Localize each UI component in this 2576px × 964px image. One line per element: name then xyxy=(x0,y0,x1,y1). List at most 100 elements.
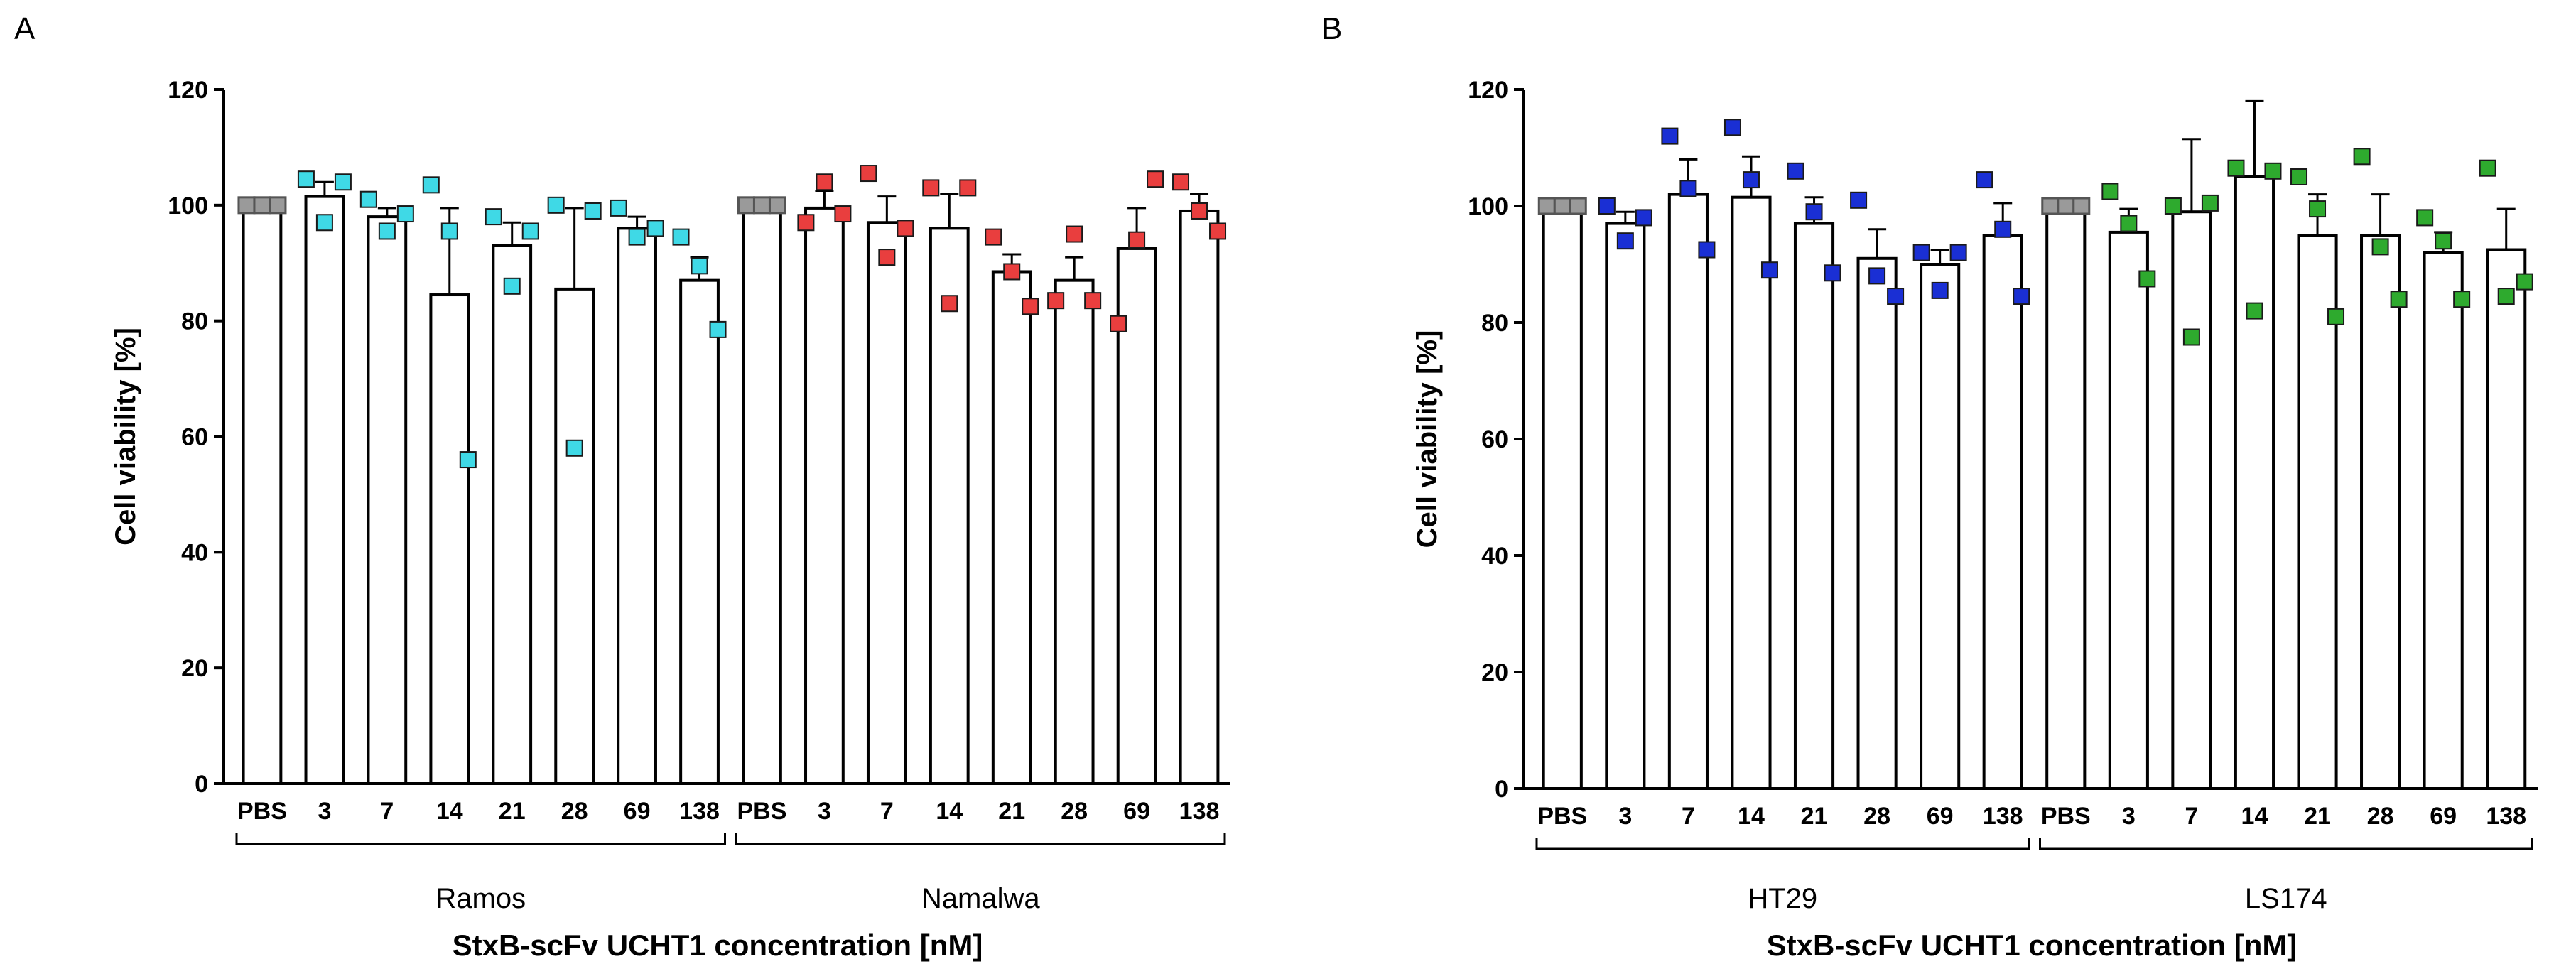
y-axis-label: Cell viability [%] xyxy=(1412,330,1443,548)
bar xyxy=(929,227,970,785)
bar xyxy=(617,227,657,785)
data-point xyxy=(1616,232,1634,250)
data-point xyxy=(1824,264,1841,282)
x-tick-label: 7 xyxy=(380,798,394,825)
data-point xyxy=(459,451,477,469)
bar xyxy=(1920,263,1961,790)
bar xyxy=(1179,209,1220,786)
x-axis-label: StxB-scFv UCHT1 concentration [nM] xyxy=(1767,928,2298,962)
data-point xyxy=(1047,292,1065,310)
data-point xyxy=(547,196,565,214)
x-tick-label: 69 xyxy=(1123,798,1150,825)
data-point xyxy=(334,173,352,191)
data-point xyxy=(2041,197,2060,215)
data-point xyxy=(1805,203,1823,221)
data-point xyxy=(2390,291,2408,308)
x-tick-label: 14 xyxy=(1738,803,1765,830)
data-point xyxy=(691,257,708,275)
data-point xyxy=(768,196,786,215)
data-point xyxy=(2101,183,2119,200)
bar xyxy=(1731,195,1772,790)
data-point xyxy=(2371,238,2389,256)
data-point xyxy=(709,320,727,338)
data-point xyxy=(1661,127,1679,145)
data-point xyxy=(521,222,539,240)
data-point xyxy=(2164,197,2182,215)
data-point xyxy=(359,190,377,208)
data-point xyxy=(2138,270,2156,288)
data-point xyxy=(610,199,627,217)
data-point xyxy=(1949,244,1967,261)
data-point xyxy=(1209,222,1227,240)
data-point xyxy=(1976,171,1993,189)
data-point xyxy=(315,214,333,232)
group-bracket xyxy=(735,833,1226,845)
bar xyxy=(304,195,345,785)
x-tick-label: 21 xyxy=(998,798,1025,825)
bar xyxy=(1116,247,1157,786)
data-point xyxy=(1066,225,1083,243)
y-tick-label: 120 xyxy=(168,77,208,104)
data-point xyxy=(297,170,315,188)
bar xyxy=(2423,251,2464,791)
bar xyxy=(2360,234,2401,790)
x-tick-label: 69 xyxy=(624,798,651,825)
x-tick-label: 3 xyxy=(318,798,331,825)
data-point xyxy=(396,205,414,223)
panel-letter: B xyxy=(1321,11,1342,46)
x-tick-label: 7 xyxy=(880,798,894,825)
data-point xyxy=(2290,168,2308,185)
bar xyxy=(492,244,533,785)
data-point xyxy=(1787,162,1804,180)
bar xyxy=(742,203,782,786)
bar xyxy=(2297,234,2338,790)
y-tick-label: 100 xyxy=(168,193,208,220)
x-tick-label: 21 xyxy=(2304,803,2331,830)
y-tick-label: 60 xyxy=(181,424,208,451)
data-point xyxy=(897,220,914,237)
x-tick-label: 14 xyxy=(2241,803,2268,830)
x-tick-label: PBS xyxy=(237,798,287,825)
bar xyxy=(2045,205,2087,790)
y-tick-label: 80 xyxy=(1481,310,1508,337)
data-point xyxy=(1994,220,2012,238)
data-point xyxy=(1698,241,1716,259)
bar xyxy=(1793,222,1835,791)
data-point xyxy=(378,222,396,240)
data-point xyxy=(503,277,521,295)
x-tick-label: 28 xyxy=(2367,803,2394,830)
data-point xyxy=(584,202,602,220)
group-label: Ramos xyxy=(435,883,526,914)
data-point xyxy=(2072,197,2091,215)
y-tick-label: 100 xyxy=(1468,193,1508,220)
bar xyxy=(804,206,845,785)
data-point xyxy=(1147,170,1164,188)
data-point xyxy=(2264,162,2282,180)
x-tick-label: 69 xyxy=(1927,803,1954,830)
data-point xyxy=(485,208,502,226)
data-point xyxy=(1723,119,1741,136)
chart-panel-b: B 0 20 40 60 80 100 120 Cell viability [%] PBS 3 7 1… xyxy=(1321,11,2538,962)
data-point xyxy=(2416,209,2434,227)
data-point xyxy=(565,439,583,457)
data-point xyxy=(752,196,771,215)
data-point xyxy=(985,228,1002,246)
data-point xyxy=(959,179,977,197)
bar xyxy=(2234,175,2275,790)
y-tick-label: 60 xyxy=(1481,426,1508,453)
x-tick-label: 21 xyxy=(499,798,526,825)
x-tick-label: 21 xyxy=(1801,803,1828,830)
x-tick-label: 3 xyxy=(1618,803,1632,830)
y-tick-label: 20 xyxy=(181,655,208,682)
data-point xyxy=(269,196,287,215)
data-point xyxy=(237,196,256,215)
data-point xyxy=(2309,200,2327,218)
bar xyxy=(2108,230,2149,790)
bar xyxy=(367,215,408,786)
data-point xyxy=(816,173,833,191)
y-tick-label: 40 xyxy=(181,539,208,566)
data-point xyxy=(797,214,815,232)
y-tick-label: 0 xyxy=(195,771,208,798)
data-point xyxy=(646,220,664,237)
y-tick-label: 40 xyxy=(1481,543,1508,570)
